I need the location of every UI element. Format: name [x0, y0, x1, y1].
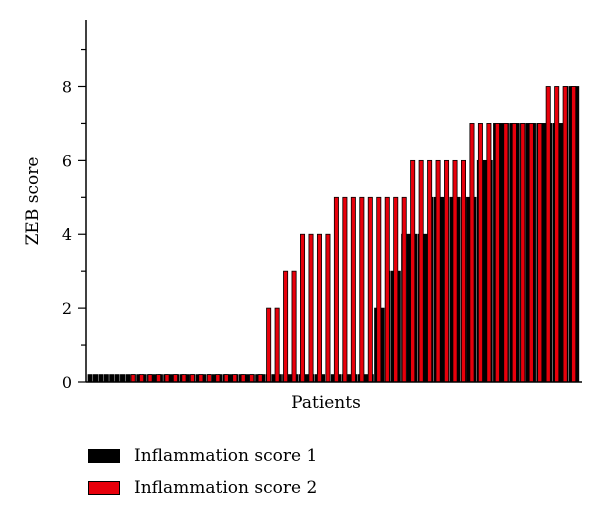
- legend: Inflammation score 1 Inflammation score …: [88, 444, 317, 508]
- bar-inflammation-score-1: [422, 233, 428, 383]
- bar-inflammation-score-1: [114, 374, 120, 383]
- bar-inflammation-score-2: [537, 123, 543, 383]
- bar-inflammation-score-1: [109, 374, 115, 383]
- bar-inflammation-score-1: [93, 374, 99, 383]
- bar-inflammation-score-2: [147, 374, 153, 383]
- bar-inflammation-score-2: [342, 196, 348, 383]
- legend-swatch-score-2: [88, 481, 120, 495]
- bar-inflammation-score-2: [452, 159, 458, 383]
- bar-inflammation-score-1: [125, 374, 131, 383]
- bar-inflammation-score-1: [120, 374, 126, 383]
- bar-inflammation-score-2: [206, 374, 212, 383]
- bar-inflammation-score-1: [363, 374, 369, 383]
- bar-inflammation-score-2: [223, 374, 229, 383]
- bar-inflammation-score-2: [316, 233, 322, 383]
- bar-inflammation-score-1: [482, 159, 488, 383]
- bar-inflammation-score-2: [325, 233, 331, 383]
- bar-inflammation-score-1: [168, 374, 174, 383]
- bar-inflammation-score-2: [266, 307, 272, 383]
- legend-item-score-1: Inflammation score 1: [88, 444, 317, 468]
- bar-inflammation-score-1: [103, 374, 109, 383]
- x-axis-title: Patients: [291, 393, 361, 413]
- y-tick-label: 0: [62, 373, 72, 392]
- zeb-score-chart: 0 2 4 6 8 Patients ZEB score: [23, 20, 582, 413]
- bar-inflammation-score-2: [189, 374, 195, 383]
- bar-inflammation-score-2: [393, 196, 399, 383]
- bar-inflammation-score-2: [503, 123, 509, 383]
- bar-inflammation-score-2: [571, 86, 577, 383]
- y-tick-label: 6: [62, 151, 72, 170]
- bars-group: [87, 86, 580, 383]
- bar-inflammation-score-1: [87, 374, 93, 383]
- bar-inflammation-score-1: [98, 374, 104, 383]
- bar-inflammation-score-2: [444, 159, 450, 383]
- bar-inflammation-score-2: [494, 123, 500, 383]
- bar-inflammation-score-2: [460, 159, 466, 383]
- bar-inflammation-score-2: [139, 374, 145, 383]
- bar-inflammation-score-1: [228, 374, 234, 383]
- bar-inflammation-score-2: [181, 374, 187, 383]
- bar-inflammation-score-2: [198, 374, 204, 383]
- bar-inflammation-score-2: [240, 374, 246, 383]
- bar-inflammation-score-2: [401, 196, 407, 383]
- bar-inflammation-score-2: [520, 123, 526, 383]
- y-tick-label: 4: [62, 225, 72, 244]
- bar-inflammation-score-2: [156, 374, 162, 383]
- bar-inflammation-score-2: [274, 307, 280, 383]
- bar-inflammation-score-2: [427, 159, 433, 383]
- bar-inflammation-score-2: [469, 123, 475, 383]
- bar-inflammation-score-2: [232, 374, 238, 383]
- bar-inflammation-score-2: [215, 374, 221, 383]
- y-tick-label: 2: [62, 299, 72, 318]
- bar-inflammation-score-2: [283, 270, 289, 383]
- bar-inflammation-score-2: [359, 196, 365, 383]
- bar-inflammation-score-2: [367, 196, 373, 383]
- bar-inflammation-score-2: [418, 159, 424, 383]
- bar-inflammation-score-2: [308, 233, 314, 383]
- bar-inflammation-score-2: [511, 123, 517, 383]
- bar-inflammation-score-2: [477, 123, 483, 383]
- bar-inflammation-score-2: [291, 270, 297, 383]
- bar-inflammation-score-2: [333, 196, 339, 383]
- bar-inflammation-score-2: [545, 86, 551, 383]
- bar-inflammation-score-2: [562, 86, 568, 383]
- bar-inflammation-score-2: [164, 374, 170, 383]
- legend-swatch-score-1: [88, 449, 120, 463]
- legend-label-score-2: Inflammation score 2: [134, 478, 318, 498]
- bar-inflammation-score-2: [257, 374, 263, 383]
- legend-item-score-2: Inflammation score 2: [88, 476, 317, 500]
- bar-inflammation-score-2: [130, 374, 136, 383]
- bar-inflammation-score-2: [554, 86, 560, 383]
- y-axis-title: ZEB score: [23, 157, 43, 246]
- bar-inflammation-score-2: [384, 196, 390, 383]
- legend-label-score-1: Inflammation score 1: [134, 446, 318, 466]
- bar-inflammation-score-2: [172, 374, 178, 383]
- bar-inflammation-score-2: [350, 196, 356, 383]
- y-ticks-group: 0 2 4 6 8: [62, 48, 86, 392]
- bar-inflammation-score-2: [528, 123, 534, 383]
- bar-inflammation-score-2: [300, 233, 306, 383]
- bar-inflammation-score-2: [249, 374, 255, 383]
- bar-inflammation-score-2: [376, 196, 382, 383]
- bar-inflammation-score-2: [486, 123, 492, 383]
- bar-inflammation-score-2: [410, 159, 416, 383]
- bar-inflammation-score-2: [435, 159, 441, 383]
- y-tick-label: 8: [62, 77, 72, 96]
